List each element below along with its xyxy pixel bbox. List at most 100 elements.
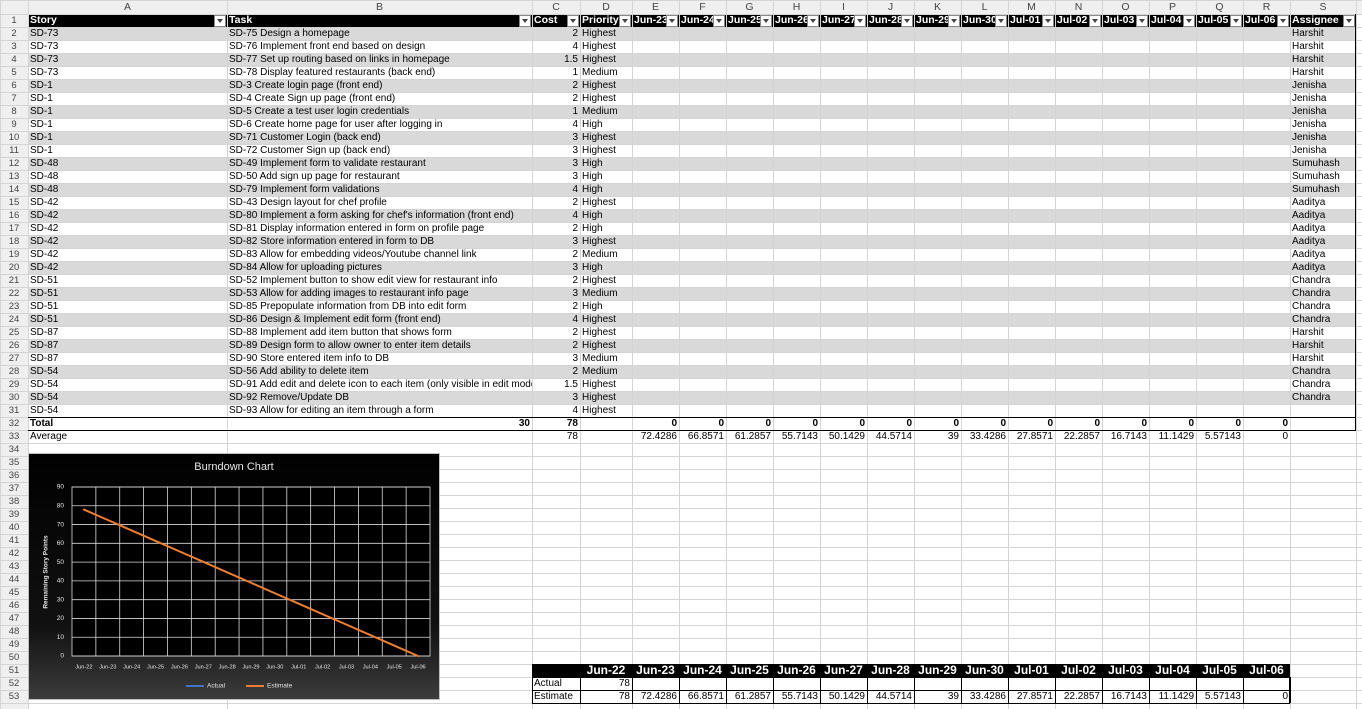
column-header[interactable]: L: [981, 1, 988, 13]
row-header[interactable]: 44: [8, 574, 20, 585]
x-tick-label: Jul-04: [363, 664, 378, 670]
column-header[interactable]: M: [1027, 1, 1036, 13]
y-axis-label: Remaining Story Points: [43, 535, 50, 609]
row-header[interactable]: 41: [8, 535, 20, 546]
row-header[interactable]: 36: [8, 470, 20, 481]
row-header[interactable]: 5: [11, 67, 17, 78]
row-header[interactable]: 29: [8, 379, 20, 390]
filter-button[interactable]: [214, 15, 226, 27]
row-header[interactable]: 6: [11, 80, 17, 91]
row-header[interactable]: 31: [8, 405, 20, 416]
row-header[interactable]: 40: [8, 522, 20, 533]
row-header[interactable]: 43: [8, 561, 20, 572]
row-header[interactable]: 24: [8, 314, 20, 325]
column-header[interactable]: C: [552, 1, 560, 13]
filter-button[interactable]: [567, 15, 579, 27]
row-header[interactable]: 34: [8, 444, 20, 455]
column-header[interactable]: F: [699, 1, 706, 13]
filter-button[interactable]: [1089, 15, 1101, 27]
column-header[interactable]: I: [842, 1, 845, 13]
row-header[interactable]: 52: [8, 678, 20, 689]
row-header[interactable]: 53: [8, 691, 20, 702]
row-header[interactable]: 3: [11, 41, 17, 52]
row-header[interactable]: 42: [8, 548, 20, 559]
column-header[interactable]: H: [792, 1, 801, 13]
row-header[interactable]: 45: [8, 587, 20, 598]
row-header[interactable]: 51: [8, 665, 20, 676]
column-header[interactable]: Q: [1215, 1, 1224, 13]
filter-button[interactable]: [1136, 15, 1148, 27]
row-header[interactable]: 37: [8, 483, 20, 494]
column-header[interactable]: G: [745, 1, 754, 13]
row-header[interactable]: 4: [11, 54, 17, 65]
row-header[interactable]: 35: [8, 457, 20, 468]
row-header[interactable]: 25: [8, 327, 20, 338]
row-header[interactable]: 49: [8, 639, 20, 650]
column-header[interactable]: D: [602, 1, 610, 13]
plot-area: [71, 486, 431, 657]
row-header[interactable]: 21: [8, 275, 20, 286]
row-header[interactable]: 1: [11, 15, 17, 26]
row-header[interactable]: 39: [8, 509, 20, 520]
row-header[interactable]: 17: [8, 223, 20, 234]
row-header[interactable]: 50: [8, 652, 20, 663]
column-header[interactable]: E: [651, 1, 659, 13]
row-header[interactable]: 46: [8, 600, 20, 611]
filter-button[interactable]: [1230, 15, 1242, 27]
filter-button[interactable]: [713, 15, 725, 27]
row-header[interactable]: 2: [11, 28, 17, 39]
row-header[interactable]: 32: [8, 418, 20, 429]
row-header[interactable]: 15: [8, 197, 20, 208]
filter-button[interactable]: [760, 15, 772, 27]
filter-button[interactable]: [995, 15, 1007, 27]
column-header[interactable]: O: [1121, 1, 1130, 13]
row-header[interactable]: 30: [8, 392, 20, 403]
filter-button[interactable]: [901, 15, 913, 27]
average-day: 0: [1282, 431, 1288, 442]
row-header[interactable]: 47: [8, 613, 20, 624]
summary-date: Jun-24: [683, 664, 722, 677]
row-header[interactable]: 9: [11, 119, 17, 130]
filter-button[interactable]: [1277, 15, 1289, 27]
filter-button[interactable]: [807, 15, 819, 27]
column-header[interactable]: A: [123, 1, 131, 13]
cost: 4: [572, 184, 578, 195]
row-header[interactable]: 38: [8, 496, 20, 507]
filter-button[interactable]: [619, 15, 631, 27]
row-header[interactable]: 20: [8, 262, 20, 273]
story: SD-1: [30, 132, 53, 143]
row-header[interactable]: 14: [8, 184, 20, 195]
filter-button[interactable]: [1042, 15, 1054, 27]
y-tick-label: 20: [57, 615, 65, 622]
column-header[interactable]: J: [887, 1, 894, 13]
row-header[interactable]: 26: [8, 340, 20, 351]
filter-button[interactable]: [948, 15, 960, 27]
row-header[interactable]: 16: [8, 210, 20, 221]
row-header[interactable]: 28: [8, 366, 20, 377]
row-header[interactable]: 27: [8, 353, 20, 364]
row-header[interactable]: 23: [8, 301, 20, 312]
column-header[interactable]: S: [1319, 1, 1327, 13]
row-header[interactable]: 8: [11, 106, 17, 117]
column-header[interactable]: K: [933, 1, 941, 13]
row-header[interactable]: 18: [8, 236, 20, 247]
column-title: Story: [30, 14, 57, 26]
row-header[interactable]: 7: [11, 93, 17, 104]
filter-button[interactable]: [854, 15, 866, 27]
column-header[interactable]: B: [375, 1, 383, 13]
row-header[interactable]: 13: [8, 171, 20, 182]
filter-button[interactable]: [1343, 15, 1355, 27]
filter-button[interactable]: [1183, 15, 1195, 27]
row-header[interactable]: 33: [8, 431, 20, 442]
row-header[interactable]: 48: [8, 626, 20, 637]
row-header[interactable]: 10: [8, 132, 20, 143]
row-header[interactable]: 19: [8, 249, 20, 260]
column-header[interactable]: R: [1262, 1, 1271, 13]
filter-button[interactable]: [519, 15, 531, 27]
column-header[interactable]: N: [1074, 1, 1083, 13]
row-header[interactable]: 22: [8, 288, 20, 299]
column-header[interactable]: P: [1168, 1, 1176, 13]
row-header[interactable]: 12: [8, 158, 20, 169]
filter-button[interactable]: [666, 15, 678, 27]
row-header[interactable]: 11: [9, 145, 19, 156]
